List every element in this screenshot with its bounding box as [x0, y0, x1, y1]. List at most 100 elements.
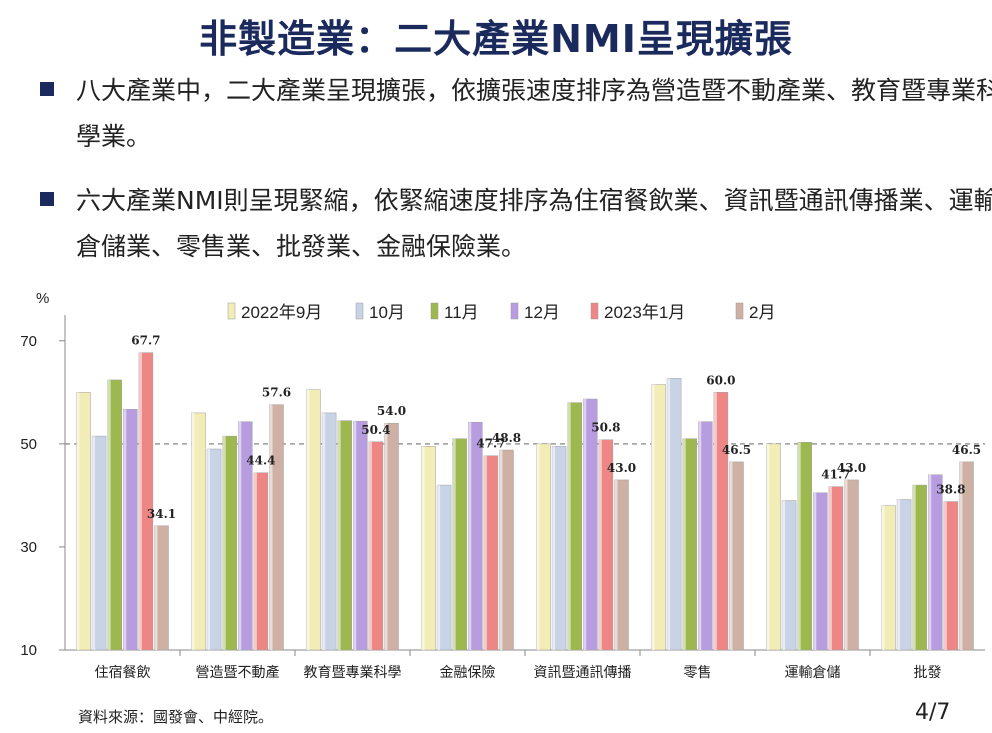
data-label: 43.0	[607, 461, 636, 475]
bar	[253, 472, 269, 651]
bar-highlight	[253, 472, 257, 650]
bar-highlight	[552, 446, 556, 650]
bar	[896, 499, 912, 651]
bar	[269, 404, 284, 651]
x-tick-label: 資訊暨通訊傳播	[534, 664, 632, 680]
bar-highlight	[499, 450, 503, 650]
bar	[536, 443, 551, 651]
page-number: 4/7	[915, 700, 951, 725]
bar-highlight	[828, 486, 832, 650]
x-tick-label: 批發	[914, 664, 942, 680]
bar	[306, 389, 321, 651]
bar-highlight	[123, 409, 127, 650]
bar-highlight	[897, 499, 901, 650]
page-title: 非製造業：二大產業NMI呈現擴張	[199, 17, 793, 61]
bar	[912, 484, 927, 651]
bar	[813, 492, 828, 651]
data-label: 67.7	[131, 334, 160, 348]
data-label: 38.8	[936, 483, 965, 497]
bar-highlight	[912, 485, 916, 650]
bar	[797, 442, 812, 651]
legend-swatch	[590, 302, 599, 320]
bar-highlight	[421, 446, 425, 650]
legend-swatch	[735, 302, 744, 320]
y-tick-label: 10	[20, 642, 37, 659]
data-label: 47.7	[476, 437, 505, 451]
bar	[828, 486, 844, 651]
bar-highlight	[729, 461, 733, 650]
bar	[959, 461, 974, 651]
bar-highlight	[368, 441, 372, 650]
bar-highlight	[269, 404, 273, 650]
data-label: 44.4	[246, 454, 275, 468]
bar	[499, 449, 514, 651]
bullet-item-2: 六大產業NMI則呈現緊縮，依緊縮速度排序為住宿餐飲業、資訊暨通訊傳播業、運輸倉儲…	[40, 178, 992, 270]
bar-highlight	[483, 455, 487, 650]
bar-highlight	[437, 485, 441, 650]
bar	[729, 461, 744, 651]
bar	[928, 474, 943, 651]
bar-highlight	[222, 436, 226, 650]
bar-highlight	[766, 443, 770, 650]
bar-highlight	[337, 420, 341, 650]
bar-highlight	[306, 389, 310, 650]
bar	[107, 379, 122, 651]
bar	[191, 412, 206, 651]
bar	[91, 435, 107, 651]
legend-swatch	[430, 302, 439, 320]
bar-highlight	[813, 492, 817, 650]
bar	[368, 441, 384, 651]
bar-highlight	[698, 421, 702, 650]
bar	[844, 479, 859, 651]
bar	[353, 420, 368, 651]
bar-highlight	[782, 500, 786, 650]
legend-label: 2023年1月	[604, 303, 685, 322]
bar-highlight	[468, 422, 472, 650]
x-tick-label: 零售	[684, 664, 712, 680]
bar	[698, 421, 713, 651]
legend-label: 10月	[369, 303, 405, 322]
bar	[452, 438, 467, 651]
bar	[483, 455, 499, 651]
bar	[666, 378, 682, 651]
bar	[154, 525, 169, 651]
legend-swatch	[355, 302, 364, 320]
bar	[583, 398, 598, 651]
bullet-text-1: 八大產業中，二大產業呈現擴張，依擴張速度排序為營造暨不動產業、教育暨專業科學業。	[76, 76, 992, 151]
bar-highlight	[928, 474, 932, 650]
y-axis-label: %	[36, 290, 49, 307]
bullet-item-1: 八大產業中，二大產業呈現擴張，依擴張速度排序為營造暨不動產業、教育暨專業科學業。	[40, 68, 992, 160]
legend-label: 11月	[444, 303, 479, 322]
bar	[766, 443, 781, 651]
bar-highlight	[713, 392, 717, 650]
bar-highlight	[682, 438, 686, 650]
x-tick-label: 運輸倉儲	[785, 664, 841, 680]
bar	[337, 420, 352, 651]
data-label: 54.0	[377, 404, 406, 418]
data-label: 50.8	[591, 421, 620, 435]
bar-highlight	[92, 436, 96, 650]
bar	[598, 439, 614, 651]
legend-label: 12月	[524, 303, 560, 322]
data-label: 46.5	[722, 443, 751, 457]
x-tick-label: 住宿餐飲	[95, 664, 151, 680]
data-label: 34.1	[147, 507, 176, 521]
bullet-square-icon	[40, 82, 54, 96]
data-label: 60.0	[706, 373, 735, 387]
y-tick-label: 50	[20, 436, 37, 453]
legend-label: 2022年9月	[241, 303, 322, 322]
bar-highlight	[959, 461, 963, 650]
source-note: 資料來源：國發會、中經院。	[78, 708, 274, 726]
bar-highlight	[943, 501, 947, 650]
data-label: 41.7	[821, 468, 850, 482]
x-tick-label: 教育暨專業科學	[304, 664, 402, 680]
bar-highlight	[651, 384, 655, 650]
bar	[206, 448, 222, 651]
bar-highlight	[384, 423, 388, 650]
y-tick-label: 70	[20, 333, 37, 350]
legend-label: 2月	[749, 303, 775, 322]
legend-swatch	[510, 302, 519, 320]
bar	[567, 402, 582, 651]
x-tick-label: 營造暨不動產	[196, 664, 280, 680]
